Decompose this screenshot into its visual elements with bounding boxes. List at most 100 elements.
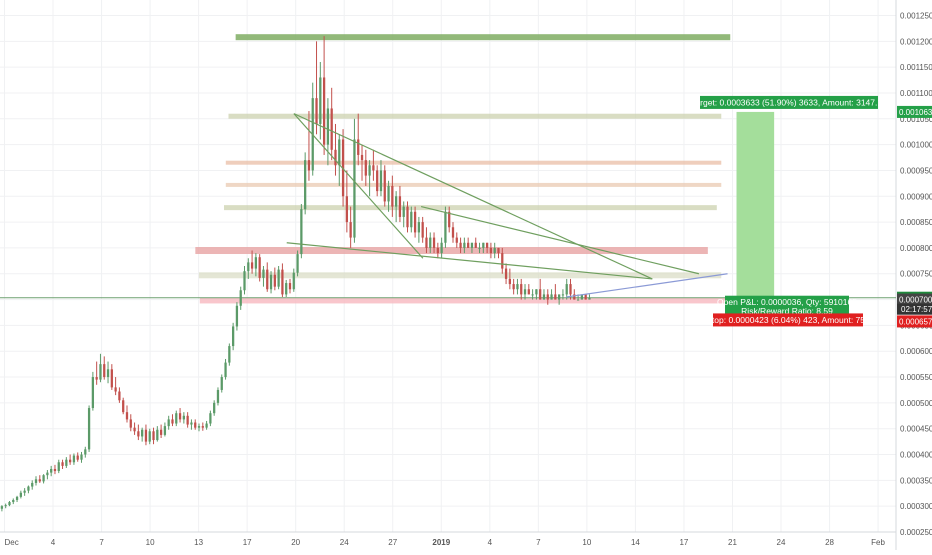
candle-body[interactable]: [163, 426, 167, 435]
candle-body[interactable]: [504, 268, 508, 279]
candle-body[interactable]: [106, 369, 110, 378]
candle-body[interactable]: [300, 209, 303, 255]
candle-body[interactable]: [50, 468, 53, 473]
candle-body[interactable]: [118, 391, 121, 401]
candle-body[interactable]: [125, 412, 129, 420]
candle-body[interactable]: [178, 413, 182, 420]
candle-body[interactable]: [269, 274, 273, 290]
candle-body[interactable]: [133, 427, 136, 432]
candle-body[interactable]: [402, 206, 405, 217]
candle-body[interactable]: [542, 294, 546, 300]
candle-body[interactable]: [315, 98, 318, 124]
candle-body[interactable]: [334, 149, 337, 166]
candle-body[interactable]: [580, 294, 584, 300]
candle-body[interactable]: [383, 170, 386, 202]
candle-body[interactable]: [413, 211, 417, 233]
candle-body[interactable]: [254, 257, 258, 269]
trend-line[interactable]: [420, 206, 700, 275]
candle-body[interactable]: [42, 475, 45, 482]
candle-body[interactable]: [239, 290, 242, 306]
candle-body[interactable]: [535, 289, 538, 295]
candle-body[interactable]: [376, 170, 379, 192]
candle-body[interactable]: [357, 139, 360, 155]
horizontal-level[interactable]: [228, 113, 722, 119]
candle-body[interactable]: [288, 283, 292, 290]
candle-body[interactable]: [148, 431, 151, 442]
candle-body[interactable]: [95, 377, 98, 380]
candle-body[interactable]: [368, 165, 371, 176]
candle-body[interactable]: [539, 289, 542, 300]
candle-body[interactable]: [588, 297, 591, 300]
horizontal-level[interactable]: [225, 182, 722, 187]
candle-body[interactable]: [137, 431, 140, 437]
candle-body[interactable]: [550, 294, 553, 300]
candle-body[interactable]: [46, 472, 49, 476]
candle-body[interactable]: [258, 257, 261, 278]
candle-body[interactable]: [501, 253, 504, 269]
candle-body[interactable]: [216, 389, 220, 403]
candle-body[interactable]: [38, 479, 41, 482]
candle-body[interactable]: [209, 413, 212, 424]
candle-body[interactable]: [152, 431, 155, 441]
candle-body[interactable]: [432, 237, 436, 248]
candle-body[interactable]: [319, 77, 322, 124]
candle-body[interactable]: [565, 284, 568, 295]
candle-body[interactable]: [326, 108, 330, 145]
candle-body[interactable]: [281, 269, 284, 295]
candle-body[interactable]: [360, 154, 364, 161]
candle-body[interactable]: [493, 247, 496, 254]
candle-body[interactable]: [53, 468, 57, 472]
candle-body[interactable]: [322, 77, 326, 145]
candle-body[interactable]: [72, 455, 76, 463]
candle-body[interactable]: [27, 486, 30, 491]
candle-body[interactable]: [584, 294, 587, 300]
candle-body[interactable]: [512, 284, 515, 290]
horizontal-level[interactable]: [224, 205, 717, 211]
candle-body[interactable]: [410, 211, 413, 228]
candle-body[interactable]: [190, 422, 193, 425]
candle-body[interactable]: [436, 247, 439, 254]
candle-body[interactable]: [364, 160, 367, 176]
candle-body[interactable]: [205, 423, 208, 428]
candle-body[interactable]: [330, 108, 333, 150]
candle-body[interactable]: [425, 237, 428, 248]
candle-body[interactable]: [122, 400, 125, 413]
stop-loss-zone[interactable]: [199, 297, 771, 304]
candle-body[interactable]: [527, 289, 530, 295]
candle-body[interactable]: [520, 284, 523, 295]
candle-body[interactable]: [141, 429, 144, 437]
candle-body[interactable]: [228, 346, 231, 363]
candle-body[interactable]: [4, 505, 7, 507]
candle-body[interactable]: [61, 462, 64, 466]
candle-body[interactable]: [285, 283, 288, 295]
candle-body[interactable]: [186, 415, 189, 425]
candle-body[interactable]: [379, 170, 383, 192]
candle-body[interactable]: [292, 272, 295, 290]
candle-body[interactable]: [235, 305, 239, 327]
candle-body[interactable]: [243, 271, 246, 291]
candle-body[interactable]: [213, 402, 216, 414]
horizontal-level[interactable]: [198, 272, 722, 279]
trend-line[interactable]: [566, 273, 728, 298]
candle-body[interactable]: [448, 211, 451, 228]
candle-body[interactable]: [0, 506, 4, 509]
candle-body[interactable]: [194, 422, 197, 428]
candle-body[interactable]: [80, 454, 83, 460]
candle-body[interactable]: [277, 269, 280, 287]
candle-body[interactable]: [345, 196, 348, 223]
candle-body[interactable]: [497, 247, 500, 254]
candle-body[interactable]: [561, 294, 565, 296]
candle-body[interactable]: [440, 242, 443, 254]
candle-body[interactable]: [144, 429, 148, 442]
horizontal-level[interactable]: [195, 247, 708, 255]
candle-body[interactable]: [554, 294, 557, 300]
candle-body[interactable]: [463, 242, 466, 248]
candle-body[interactable]: [12, 499, 15, 503]
candle-body[interactable]: [175, 413, 178, 424]
candle-body[interactable]: [65, 459, 68, 466]
candle-body[interactable]: [99, 364, 102, 380]
candle-body[interactable]: [338, 139, 341, 166]
candle-body[interactable]: [84, 449, 87, 455]
candle-body[interactable]: [516, 284, 519, 290]
